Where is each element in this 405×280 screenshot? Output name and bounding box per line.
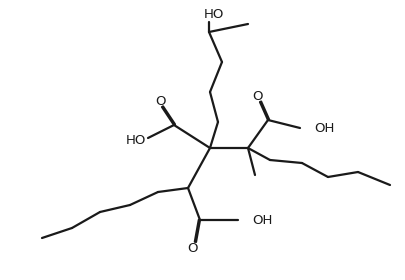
- Text: HO: HO: [126, 134, 146, 146]
- Text: O: O: [187, 241, 198, 255]
- Text: OH: OH: [313, 122, 334, 134]
- Text: O: O: [252, 90, 262, 102]
- Text: O: O: [154, 95, 165, 108]
- Text: HO: HO: [203, 8, 224, 20]
- Text: OH: OH: [252, 214, 272, 227]
